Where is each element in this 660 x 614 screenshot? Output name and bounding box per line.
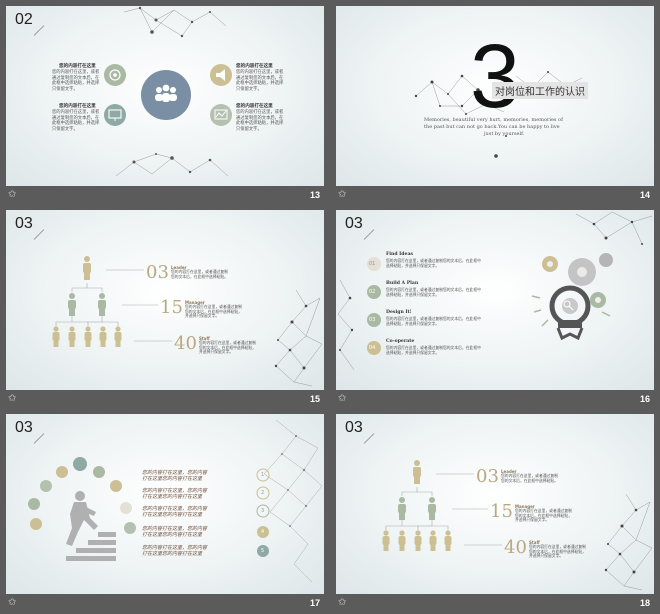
level-body: 您的内容打在这里，或者通过复制您的文本后，在此框中选择粘贴，并选择只保留文字。 xyxy=(529,544,586,559)
row-number: 1 xyxy=(261,472,265,478)
thumbnail-footer: ✩ 14 xyxy=(336,186,654,206)
slide-number: 17 xyxy=(309,598,320,608)
item-body: 您的内容打在这里，或者通过复制您的文本后，在此框中选择粘贴，并选择只保留文字。 xyxy=(52,70,100,92)
row-text: 打在这里您的内容打在这里 xyxy=(142,494,203,500)
level-label: Staff xyxy=(529,540,540,545)
item-body: 您的内容打在这里，或者通过复制您的文本后，在此框中选择粘贴，并选择只保留文字。 xyxy=(236,110,284,132)
stair-climber-icon xyxy=(28,419,323,583)
step-title: Find Ideas xyxy=(386,252,414,257)
level-label: Staff xyxy=(199,336,210,341)
level-label: Manager xyxy=(515,504,535,509)
slide-thumbnail-15[interactable]: 03 xyxy=(6,210,324,410)
item-title: 您的内容打在这里 xyxy=(59,104,96,109)
step-title: Build A Plan xyxy=(386,281,419,286)
star-icon[interactable]: ✩ xyxy=(338,393,347,404)
row-text: 您的内容打在这里，您的内容 xyxy=(142,488,208,494)
thumbnail-footer: ✩ 15 xyxy=(6,390,324,410)
item-body: 您的内容打在这里，或者通过复制您的文本后，在此框中选择粘贴，并选择只保留文字。 xyxy=(236,70,284,92)
slide-thumbnail-18[interactable]: 03 xyxy=(336,414,654,614)
section-number: 03 xyxy=(345,419,363,436)
step-body: 您的内容打在这里，或者通过复制您的文本后，在此框中选择粘贴，并选择只保留文字。 xyxy=(386,316,481,326)
item-title: 您的内容打在这里 xyxy=(236,104,273,109)
row-text: 打在这里您的内容打在这里 xyxy=(142,551,203,557)
row-number: 4 xyxy=(261,529,265,535)
step-title: Design It! xyxy=(386,310,412,315)
step-number: 04 xyxy=(369,345,376,351)
thumbnail-footer: ✩ 13 xyxy=(6,186,324,206)
slide-number: 14 xyxy=(639,190,650,200)
level-label: Leader xyxy=(501,469,517,474)
level-number: 03 xyxy=(146,262,169,283)
level-number: 15 xyxy=(160,297,183,318)
section-title: 对岗位和工作的认识 xyxy=(492,82,588,99)
slide-thumbnail-16[interactable]: 03 01 Find Ideas 您的内容打在这里，或者通过复制您的文本后，在此… xyxy=(336,210,654,410)
section-number: 03 xyxy=(15,419,33,436)
slide-thumbnail-14[interactable]: 3 对岗位和工作的认识 Memories, beautiful very hur… xyxy=(336,6,654,206)
star-icon[interactable]: ✩ xyxy=(8,393,17,404)
step-number: 03 xyxy=(369,317,376,323)
level-body: 您的内容打在这里，或者通过复制您的文本后，在此框中选择粘贴，并选择只保留文字。 xyxy=(515,508,572,523)
section-number: 03 xyxy=(345,215,363,232)
step-body: 您的内容打在这里，或者通过复制您的文本后，在此框中选择粘贴，并选择只保留文字。 xyxy=(386,258,481,268)
level-body: 您的内容打在这里，或者通过复制您的文本后，在此框中选择粘贴。 xyxy=(501,473,558,483)
org-pyramid xyxy=(382,460,653,591)
level-label: Manager xyxy=(185,300,205,305)
thumbnail-footer: ✩ 16 xyxy=(336,390,654,410)
org-pyramid xyxy=(52,256,323,387)
item-body: 您的内容打在这里，或者通过复制您的文本后，在此框中选择粘贴，并选择只保留文字。 xyxy=(52,110,100,132)
network-decoration xyxy=(104,6,232,177)
row-number: 2 xyxy=(261,490,265,496)
row-text: 打在这里您的内容打在这里 xyxy=(142,512,203,518)
thumbnail-footer: ✩ 18 xyxy=(336,594,654,614)
level-label: Leader xyxy=(171,265,187,270)
slide-canvas: 03 xyxy=(6,210,324,390)
step-body: 您的内容打在这里，或者通过复制您的文本后，在此框中选择粘贴，并选择只保留文字。 xyxy=(386,345,481,355)
slide-canvas: 03 01 Find Ideas 您的内容打在这里，或者通过复制您的文本后，在此… xyxy=(336,210,654,390)
slide-number: 13 xyxy=(309,190,320,200)
slide-canvas: 03 xyxy=(6,414,324,594)
item-title: 您的内容打在这里 xyxy=(59,64,96,69)
row-text: 打在这里您的内容打在这里 xyxy=(142,476,203,482)
step-number: 02 xyxy=(369,289,376,295)
section-number: 02 xyxy=(15,11,33,28)
row-text: 打在这里您的内容打在这里 xyxy=(142,532,203,538)
slide-thumbnail-17[interactable]: 03 xyxy=(6,414,324,614)
slide-number: 15 xyxy=(309,394,320,404)
level-number: 40 xyxy=(504,537,527,558)
slide-number: 18 xyxy=(639,598,650,608)
slide-thumbnail-13[interactable]: 02 xyxy=(6,6,324,206)
thumbnail-footer: ✩ 17 xyxy=(6,594,324,614)
row-text: 您的内容打在这里，您的内容 xyxy=(142,470,208,476)
level-number: 40 xyxy=(174,333,197,354)
section-number: 3 xyxy=(470,27,521,127)
slide-canvas: 02 xyxy=(6,6,324,186)
row-number: 3 xyxy=(261,508,265,514)
star-icon[interactable]: ✩ xyxy=(8,189,17,200)
slide-canvas: 03 xyxy=(336,414,654,594)
row-text: 您的内容打在这里，您的内容 xyxy=(142,506,208,512)
level-body: 您的内容打在这里，或者通过复制您的文本后，在此框中选择粘贴，并选择只保留文字。 xyxy=(199,340,256,355)
lightbulb-gear-icon xyxy=(337,211,653,371)
level-number: 03 xyxy=(476,466,499,487)
section-number: 03 xyxy=(15,215,33,232)
level-body: 您的内容打在这里，或者通过复制您的文本后，在此框中选择粘贴，并选择只保留文字。 xyxy=(185,304,242,319)
star-icon[interactable]: ✩ xyxy=(8,597,17,608)
row-number: 5 xyxy=(261,548,265,554)
step-body: 您的内容打在这里，或者通过复制您的文本后，在此框中选择粘贴，并选择只保留文字。 xyxy=(386,287,481,297)
item-title: 您的内容打在这里 xyxy=(236,64,273,69)
step-number: 01 xyxy=(369,261,376,267)
quote-line: just by yourself. xyxy=(484,131,525,137)
slide-number: 16 xyxy=(639,394,650,404)
row-text: 您的内容打在这里，您的内容 xyxy=(142,526,208,532)
quote-line: Memories, beautiful very hurt, memories,… xyxy=(424,117,563,123)
step-title: Co-operate xyxy=(386,339,415,344)
level-number: 15 xyxy=(490,501,513,522)
level-body: 您的内容打在这里，或者通过复制您的文本后，在此框中选择粘贴。 xyxy=(171,269,228,279)
quote-line: the past but can not go back.You can be … xyxy=(424,124,560,130)
slide-canvas: 3 对岗位和工作的认识 Memories, beautiful very hur… xyxy=(336,6,654,186)
row-text: 您的内容打在这里，您的内容 xyxy=(142,545,208,551)
star-icon[interactable]: ✩ xyxy=(338,597,347,608)
monitor-icon xyxy=(104,104,126,126)
star-icon[interactable]: ✩ xyxy=(338,189,347,200)
